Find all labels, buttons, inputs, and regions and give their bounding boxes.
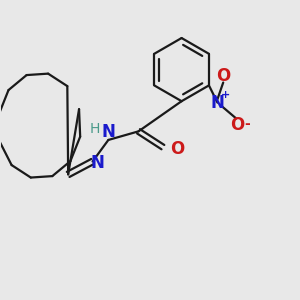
Text: N: N (91, 154, 105, 172)
Text: -: - (245, 117, 250, 130)
Text: N: N (101, 123, 115, 141)
Text: O: O (230, 116, 245, 134)
Text: H: H (89, 122, 100, 136)
Text: N: N (211, 94, 224, 112)
Text: +: + (221, 90, 230, 100)
Text: O: O (216, 67, 230, 85)
Text: O: O (170, 140, 184, 158)
